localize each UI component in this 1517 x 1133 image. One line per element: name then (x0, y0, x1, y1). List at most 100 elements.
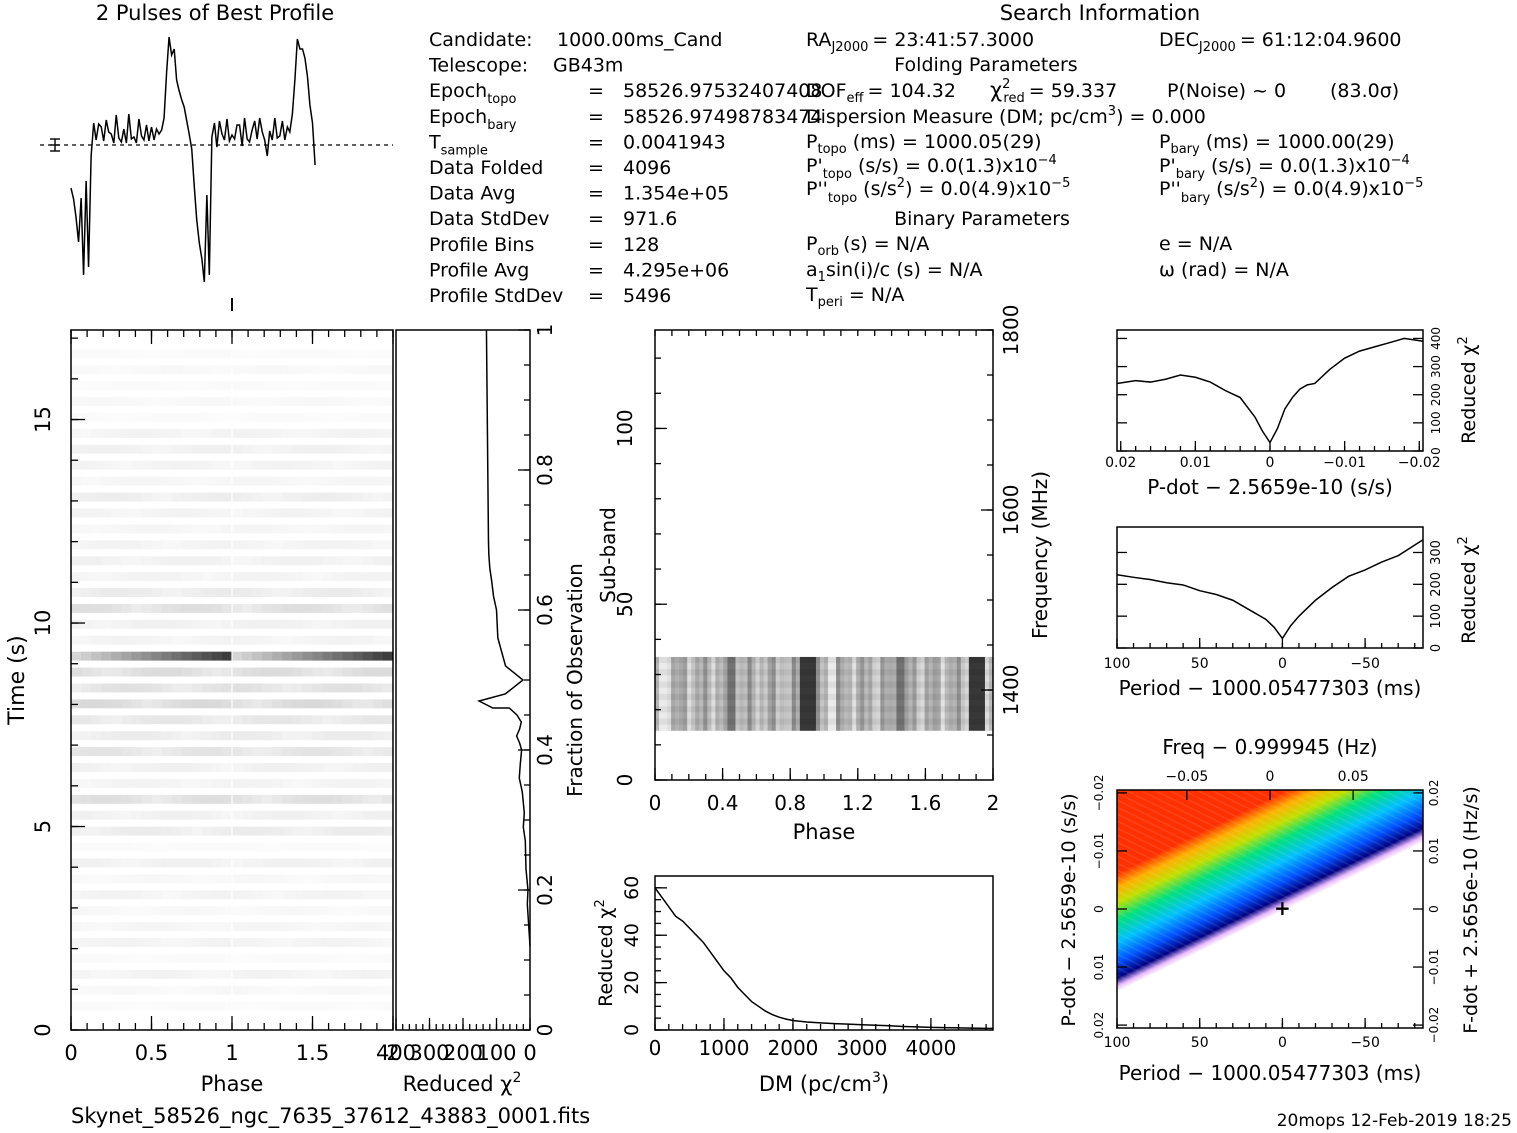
time-phase-cell (252, 365, 263, 375)
tp-x-tick-label: 1 (225, 1041, 238, 1065)
time-phase-cell (232, 922, 243, 932)
time-phase-cell (161, 794, 173, 804)
time-phase-cell (181, 763, 193, 772)
time-phase-cell (171, 349, 183, 359)
time-phase-cell (302, 747, 313, 757)
time-phase-cell (232, 349, 243, 359)
time-phase-cell (191, 349, 203, 359)
time-phase-cell (342, 349, 354, 359)
time-phase-cell (272, 397, 283, 407)
time-phase-cell (362, 715, 374, 725)
time-phase-cell (292, 365, 303, 375)
time-phase-cell (322, 349, 334, 359)
time-phase-cell (232, 842, 243, 852)
subband-cell (655, 656, 660, 731)
map-y-tick-label: −0.02 (1092, 775, 1106, 812)
time-phase-cell (272, 476, 283, 486)
time-phase-cell (141, 922, 152, 932)
sb-y2-tick-label: 1600 (999, 485, 1023, 536)
time-phase-cell (322, 603, 334, 613)
dm-line: Dispersion Measure (DM; pc/cm3) = 0.000 (806, 104, 1206, 128)
time-phase-cell (272, 715, 283, 725)
time-phase-cell (181, 428, 193, 438)
time-phase-cell (322, 985, 334, 995)
time-phase-cell (282, 572, 293, 582)
time-phase-cell (312, 413, 324, 422)
time-phase-cell (71, 635, 82, 645)
time-phase-cell (151, 508, 163, 518)
time-phase-cell (322, 969, 334, 979)
time-phase-cell (362, 444, 374, 454)
time-phase-cell (262, 747, 273, 757)
time-phase-cell (111, 588, 122, 597)
subband-cell (968, 656, 974, 731)
time-phase-cell (121, 476, 132, 486)
time-phase-cell (232, 588, 243, 597)
time-phase-cell (71, 731, 82, 741)
time-phase-cell (131, 842, 142, 852)
time-phase-cell (191, 556, 203, 566)
time-phase-cell (171, 858, 183, 868)
time-phase-cell (362, 810, 374, 820)
time-phase-cell (312, 588, 324, 597)
ct-y-tick-label: 1 (533, 324, 557, 337)
time-phase-cell (332, 747, 344, 757)
time-phase-cell (131, 1001, 142, 1011)
time-phase-cell (282, 715, 293, 725)
time-phase-cell (191, 635, 203, 645)
time-phase-cell (131, 699, 142, 709)
subband-cell (976, 656, 982, 731)
time-phase-cell (232, 1001, 243, 1011)
time-phase-cell (211, 747, 223, 757)
time-phase-cell (121, 1001, 132, 1011)
dm-y-tick-label: 0 (621, 1024, 643, 1036)
time-phase-cell (312, 938, 324, 947)
time-phase-cell (352, 381, 364, 391)
time-phase-cell (302, 540, 313, 550)
time-phase-cell (342, 460, 354, 470)
time-phase-cell (111, 444, 122, 454)
time-phase-cell (262, 858, 273, 868)
time-phase-cell (232, 556, 243, 566)
time-phase-cell (151, 747, 163, 757)
time-phase-cell (131, 508, 142, 518)
time-phase-cell (171, 731, 183, 741)
time-phase-cell (342, 715, 354, 725)
time-phase-cell (201, 619, 213, 629)
time-phase-cell (211, 906, 223, 916)
tp-x-tick-label: 1.5 (296, 1041, 329, 1065)
time-phase-cell (151, 603, 163, 613)
time-phase-cell (171, 397, 183, 407)
time-phase-cell (221, 874, 233, 884)
time-phase-cell (282, 810, 293, 820)
time-phase-cell (312, 444, 324, 454)
map-x-tick-label: 50 (1191, 1035, 1209, 1051)
time-phase-cell (81, 778, 92, 788)
time-phase-cell (151, 922, 163, 932)
time-phase-cell (322, 428, 334, 438)
time-phase-cell (272, 365, 283, 375)
time-phase-cell (272, 651, 283, 661)
time-phase-cell (352, 858, 364, 868)
time-phase-cell (232, 397, 243, 407)
map-y-tick-label: 0.02 (1092, 1012, 1106, 1039)
time-phase-cell (342, 810, 354, 820)
pdot-bary-line: P'bary (s/s) = 0.0(1.3)x10−4 (1159, 153, 1410, 182)
map-contour (1294, 790, 1423, 853)
time-phase-cell (372, 922, 384, 932)
time-phase-cell (191, 619, 203, 629)
time-phase-cell (282, 619, 293, 629)
time-phase-cell (232, 953, 243, 963)
subband-cell (828, 656, 833, 731)
time-phase-cell (211, 778, 223, 788)
time-phase-cell (141, 715, 152, 725)
time-phase-cell (332, 556, 344, 566)
subband-cell (795, 656, 801, 731)
time-phase-cell (121, 906, 132, 916)
subband-cell (936, 656, 942, 731)
map-contour (1180, 790, 1423, 909)
time-phase-cell (252, 492, 263, 502)
time-phase-cell (191, 747, 203, 757)
map-y2-tick-label: −0.01 (1427, 949, 1441, 986)
subband-cell (755, 656, 761, 731)
